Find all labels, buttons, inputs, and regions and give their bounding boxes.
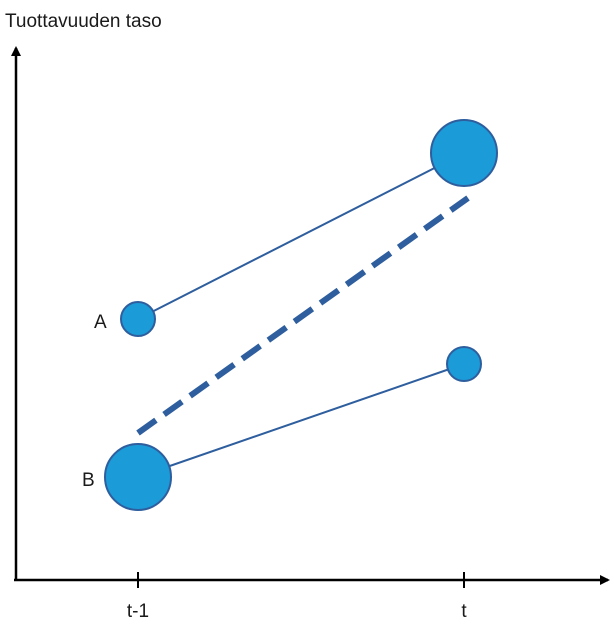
series-a-point-t bbox=[430, 119, 498, 187]
series-b-label: B bbox=[82, 470, 95, 491]
series-a-point-t-minus-1 bbox=[120, 301, 156, 337]
series-a-label: A bbox=[94, 312, 107, 333]
x-tick-label-t: t bbox=[461, 601, 467, 622]
series-b-point-t bbox=[446, 346, 482, 382]
series-b-connector bbox=[137, 363, 465, 478]
aggregate-dashed-line bbox=[136, 195, 470, 436]
series-b-point-t-minus-1 bbox=[104, 443, 172, 511]
series-a-connector bbox=[137, 152, 465, 320]
y-axis-title: Tuottavuuden taso bbox=[5, 11, 162, 32]
x-tick-label-t-minus-1: t-1 bbox=[127, 601, 149, 622]
